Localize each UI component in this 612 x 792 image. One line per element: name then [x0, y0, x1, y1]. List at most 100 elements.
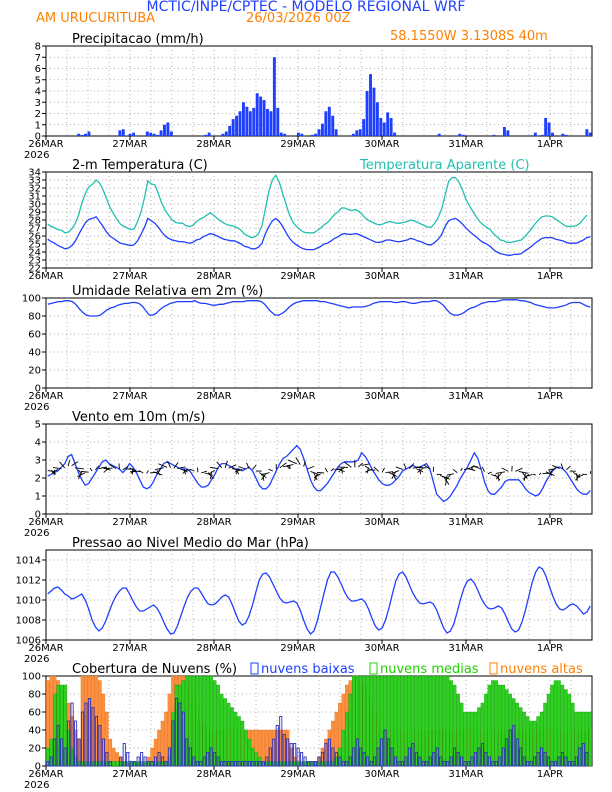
- x-tick-label: 1APR: [537, 643, 563, 654]
- precip-bar: [248, 111, 252, 136]
- wind-vector: [497, 473, 500, 482]
- y-tick-label: 30: [28, 200, 41, 211]
- cloud-mid-bar: [498, 684, 502, 767]
- cloud-low-bar: [387, 738, 391, 767]
- wind-vector: [330, 468, 335, 472]
- precip-bar: [259, 96, 263, 136]
- wind-vector: [576, 474, 584, 478]
- cloud-low-bar: [154, 756, 158, 767]
- y-tick-label: 0: [35, 132, 41, 143]
- precip-bar: [159, 130, 163, 136]
- cloud-low-bar: [171, 720, 175, 767]
- cloud-low-bar: [94, 716, 98, 767]
- panel-subtitle: Temperatura Aparente (C): [359, 158, 530, 173]
- wind-vector: [373, 466, 380, 472]
- x-tick-label: 26MAR: [28, 271, 63, 282]
- cloud-mid-bar: [393, 675, 398, 767]
- cloud-low-bar: [227, 761, 231, 767]
- cloud-mid-bar: [240, 720, 245, 767]
- cloud-low-bar: [320, 752, 325, 767]
- cloud-low-bar: [557, 756, 561, 767]
- legend-low-swatch: [250, 662, 259, 675]
- cloud-low-bar: [91, 707, 95, 767]
- cloud-low-bar: [428, 756, 432, 767]
- cloud-low-bar: [105, 752, 109, 767]
- cloud-low-bar: [480, 743, 484, 767]
- cloud-low-bar: [129, 761, 133, 767]
- wind-vector: [385, 471, 394, 474]
- x-tick-label: 28MAR: [196, 517, 231, 528]
- cloud-low-bar: [515, 738, 519, 767]
- x-tick-label: 27MAR: [112, 517, 147, 528]
- wind-vector: [518, 470, 529, 474]
- wind-vector: [109, 464, 117, 469]
- cloud-low-bar: [202, 756, 206, 767]
- precip-bar: [393, 132, 397, 136]
- wind-vector: [261, 472, 270, 476]
- cloud-mid-bar: [237, 716, 241, 767]
- wind-vector: [95, 465, 100, 471]
- precip-bar: [152, 133, 156, 136]
- wind-vector: [138, 469, 144, 474]
- wind-vector: [452, 468, 458, 473]
- wind-vector: [268, 468, 274, 472]
- precip-bar: [77, 133, 81, 136]
- cloud-low-bar: [425, 761, 429, 767]
- cloud-low-bar: [244, 761, 248, 767]
- y-tick-label: 5: [35, 75, 41, 86]
- y-tick-label: 24: [28, 248, 41, 259]
- cloud-mid-bar: [567, 693, 572, 767]
- precip-bar: [379, 118, 383, 136]
- panel-title: Vento em 10m (m/s): [72, 410, 205, 425]
- y-tick-label: 1010: [16, 596, 41, 607]
- wind-vector: [310, 470, 320, 476]
- cloud-low-bar: [213, 752, 217, 767]
- y-tick-label: 33: [28, 176, 41, 187]
- x-tick-label: 31MAR: [448, 769, 483, 780]
- cloud-mid-bar: [588, 711, 592, 767]
- y-tick-label: 1014: [16, 556, 41, 567]
- cloud-low-bar: [540, 747, 544, 767]
- cloud-low-bar: [251, 761, 255, 767]
- model-title: MCTIC/INPE/CPTEC - MODELO REGIONAL WRF: [146, 0, 466, 15]
- cloud-low-bar: [498, 756, 502, 767]
- x-tick-label: 27MAR: [112, 643, 147, 654]
- wind-vector: [423, 464, 431, 470]
- wind-vector: [89, 467, 93, 472]
- y-tick-label: 29: [28, 208, 41, 219]
- precip-bar: [121, 129, 125, 136]
- x-tick-label: 1APR: [537, 139, 563, 150]
- cloud-mid-bar: [550, 684, 554, 767]
- wind-vector: [366, 467, 369, 474]
- y-tick-label: 6: [35, 64, 41, 75]
- rh-line: [47, 299, 591, 317]
- precip-bar: [279, 132, 283, 136]
- cloud-low-bar: [279, 716, 283, 767]
- y-tick-label: 20: [28, 744, 41, 755]
- wind-vector: [403, 463, 407, 470]
- wind-vector: [158, 463, 168, 468]
- wind-vector: [532, 473, 536, 476]
- cloud-low-bar: [581, 743, 585, 767]
- cloud-low-bar: [553, 761, 558, 767]
- wind-vector: [409, 463, 415, 469]
- y-tick-label: 4: [35, 87, 41, 98]
- precip-bar: [564, 134, 568, 136]
- precip-bar: [163, 124, 166, 136]
- cloud-low-bar: [380, 738, 384, 767]
- precip-bar: [372, 87, 376, 136]
- cloud-low-bar: [220, 761, 224, 767]
- x-tick-label: 30MAR: [364, 643, 399, 654]
- precip-bar: [331, 115, 335, 136]
- precip-bar: [241, 102, 245, 136]
- precip-bar: [156, 134, 160, 136]
- y-tick-label: 40: [28, 348, 41, 359]
- cloud-low-bar: [446, 761, 450, 767]
- wind-vector: [357, 462, 363, 468]
- cloud-low-bar: [400, 761, 405, 767]
- cloud-mid-bar: [202, 675, 206, 767]
- cloud-mid-bar: [223, 698, 227, 767]
- precip-bar: [561, 133, 565, 136]
- precip-bar: [272, 57, 276, 136]
